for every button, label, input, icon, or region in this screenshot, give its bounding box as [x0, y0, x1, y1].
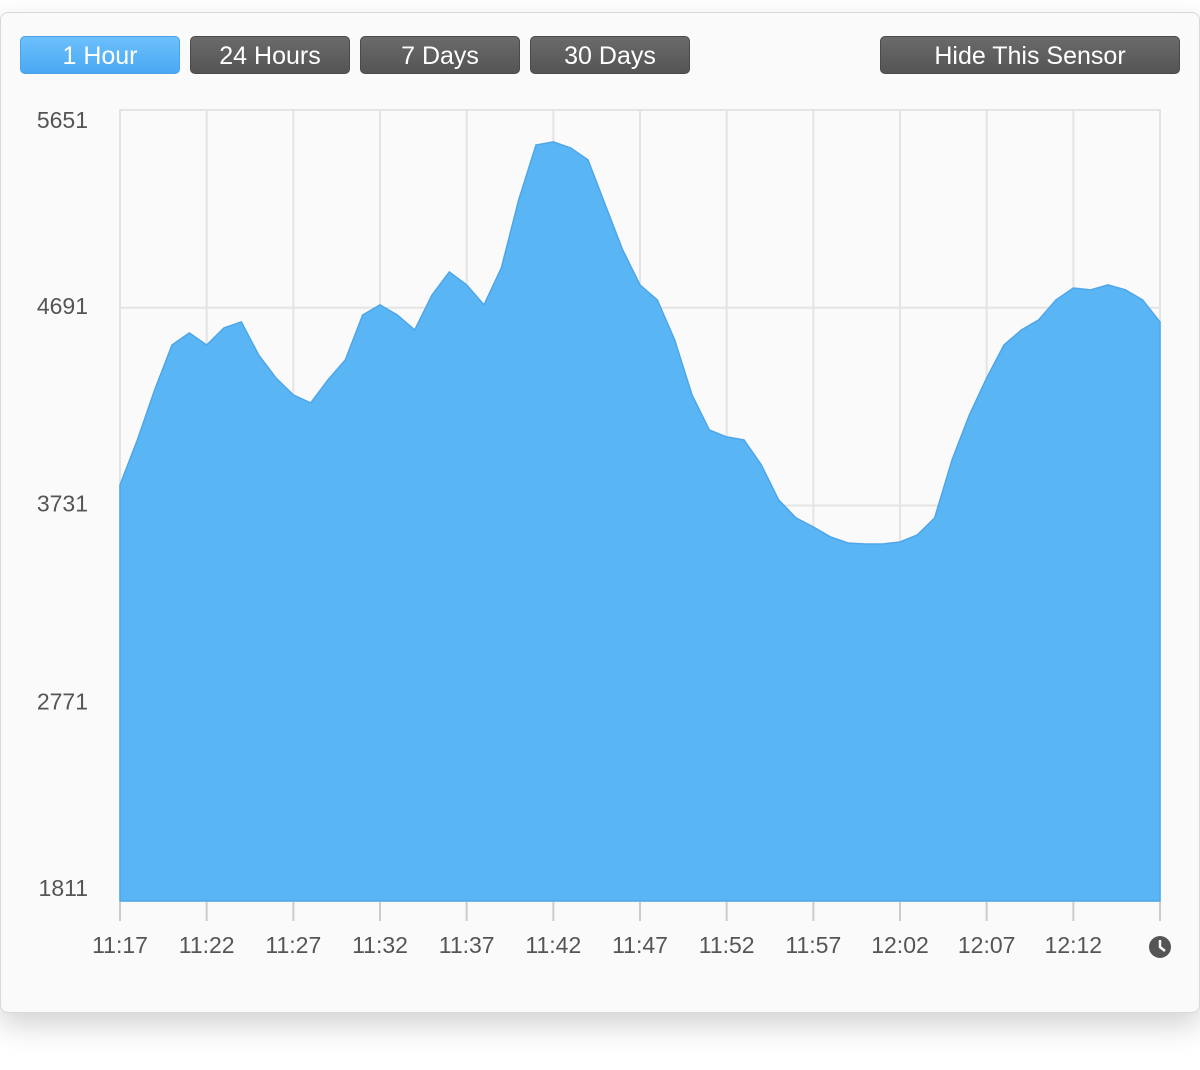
x-tick-label: 12:07	[958, 932, 1016, 958]
range-button[interactable]: 30 Days	[530, 36, 690, 74]
range-button[interactable]: 1 Hour	[20, 36, 180, 74]
y-tick-label: 2771	[37, 688, 88, 714]
y-tick-label: 1811	[39, 875, 88, 901]
x-tick-label: 11:17	[92, 932, 148, 958]
x-tick-label: 11:37	[439, 932, 495, 958]
y-tick-label: 3731	[37, 491, 88, 517]
x-tick-label: 11:52	[699, 932, 755, 958]
x-tick-label: 11:47	[612, 932, 668, 958]
y-tick-label: 5651	[37, 107, 88, 133]
x-tick-label: 11:32	[352, 932, 408, 958]
hide-button[interactable]: Hide This Sensor	[880, 36, 1180, 74]
x-tick-label: 12:02	[871, 932, 929, 958]
area	[119, 141, 1161, 902]
x-tick-label: 11:22	[179, 932, 235, 958]
x-tick-label: 12:12	[1045, 932, 1103, 958]
range-button[interactable]: 24 Hours	[190, 36, 350, 74]
clock-icon[interactable]	[1149, 936, 1171, 958]
x-tick-label: 11:27	[265, 932, 321, 958]
x-tick-label: 11:42	[525, 932, 581, 958]
y-tick-label: 4691	[37, 293, 88, 319]
x-tick-label: 11:57	[785, 932, 841, 958]
range-button[interactable]: 7 Days	[360, 36, 520, 74]
